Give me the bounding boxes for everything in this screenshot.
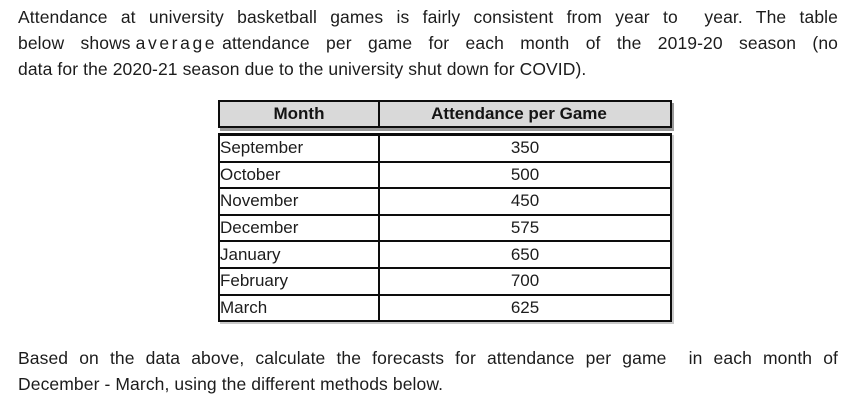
- attendance-table-body: September 350 October 500 November 450 D…: [218, 132, 672, 323]
- month-cell: September: [218, 132, 380, 163]
- header-cell-attendance: Attendance per Game: [431, 104, 607, 123]
- table-row: October 500: [218, 160, 672, 190]
- table-row: December 575: [218, 213, 672, 243]
- table-row: January 650: [218, 240, 672, 269]
- month-cell: October: [218, 160, 380, 190]
- closing-line-1: Based on the data above, calculate the f…: [18, 348, 838, 368]
- closing-paragraph: Based on the data above, calculate the f…: [18, 346, 838, 398]
- intro-line-2: below shows average attendance per game fo…: [18, 31, 838, 57]
- month-cell: December: [218, 213, 380, 243]
- attendance-table-header: Month Attendance per Game: [218, 100, 672, 128]
- table-row: November 450: [218, 187, 672, 216]
- intro-line-2-expanded-word: average: [135, 32, 218, 53]
- table-row: February 700: [218, 266, 672, 296]
- intro-line-3: data for the 2020-21 season due to the u…: [18, 58, 587, 79]
- table-row: September 350: [218, 132, 672, 163]
- attendance-cell: 575: [378, 213, 672, 243]
- month-cell: March: [218, 293, 380, 323]
- attendance-cell: 450: [378, 187, 672, 216]
- intro-line-2-part2: attendance per game for each month of th…: [222, 32, 839, 53]
- intro-line-2-part1: below shows: [18, 32, 131, 53]
- month-cell: January: [218, 240, 380, 269]
- month-cell: February: [218, 266, 380, 296]
- attendance-table: Month Attendance per Game September 350 …: [218, 100, 672, 323]
- intro-paragraph: Attendance at university basketball game…: [18, 5, 838, 82]
- attendance-cell: 625: [378, 293, 672, 323]
- intro-line-1: Attendance at university basketball game…: [18, 7, 838, 27]
- attendance-cell: 500: [378, 160, 672, 190]
- month-cell: November: [218, 187, 380, 216]
- attendance-cell: 650: [378, 240, 672, 269]
- header-cell-month: Month: [220, 102, 380, 126]
- table-row: March 625: [218, 293, 672, 323]
- closing-line-2: December - March, using the different me…: [18, 373, 444, 394]
- attendance-cell: 700: [378, 266, 672, 296]
- attendance-cell: 350: [378, 132, 672, 163]
